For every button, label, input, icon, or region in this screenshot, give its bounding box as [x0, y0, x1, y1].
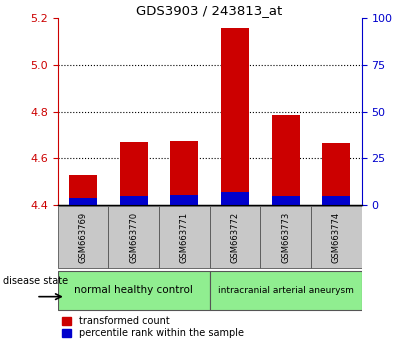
- FancyBboxPatch shape: [261, 206, 311, 268]
- Title: GDS3903 / 243813_at: GDS3903 / 243813_at: [136, 4, 283, 17]
- Text: GSM663772: GSM663772: [231, 212, 240, 263]
- Bar: [322, 143, 350, 205]
- Bar: [170, 195, 198, 205]
- Text: GSM663774: GSM663774: [332, 212, 341, 263]
- Text: GSM663773: GSM663773: [281, 212, 290, 263]
- Bar: [322, 196, 350, 205]
- FancyBboxPatch shape: [159, 206, 210, 268]
- Bar: [120, 142, 148, 205]
- Text: GSM663770: GSM663770: [129, 212, 138, 263]
- FancyBboxPatch shape: [210, 206, 260, 268]
- FancyBboxPatch shape: [58, 271, 210, 310]
- Text: disease state: disease state: [3, 276, 68, 286]
- Text: GSM663771: GSM663771: [180, 212, 189, 263]
- Bar: [170, 141, 198, 205]
- Bar: [120, 196, 148, 205]
- Bar: [272, 115, 300, 205]
- FancyBboxPatch shape: [58, 206, 108, 268]
- FancyBboxPatch shape: [210, 271, 362, 310]
- Bar: [272, 196, 300, 205]
- Bar: [69, 175, 97, 205]
- Text: intracranial arterial aneurysm: intracranial arterial aneurysm: [218, 286, 353, 295]
- Bar: [221, 193, 249, 205]
- FancyBboxPatch shape: [109, 206, 159, 268]
- Bar: [221, 28, 249, 205]
- Legend: transformed count, percentile rank within the sample: transformed count, percentile rank withi…: [62, 316, 244, 338]
- Text: normal healthy control: normal healthy control: [74, 285, 193, 295]
- Text: GSM663769: GSM663769: [79, 212, 88, 263]
- Bar: [69, 198, 97, 205]
- FancyBboxPatch shape: [311, 206, 362, 268]
